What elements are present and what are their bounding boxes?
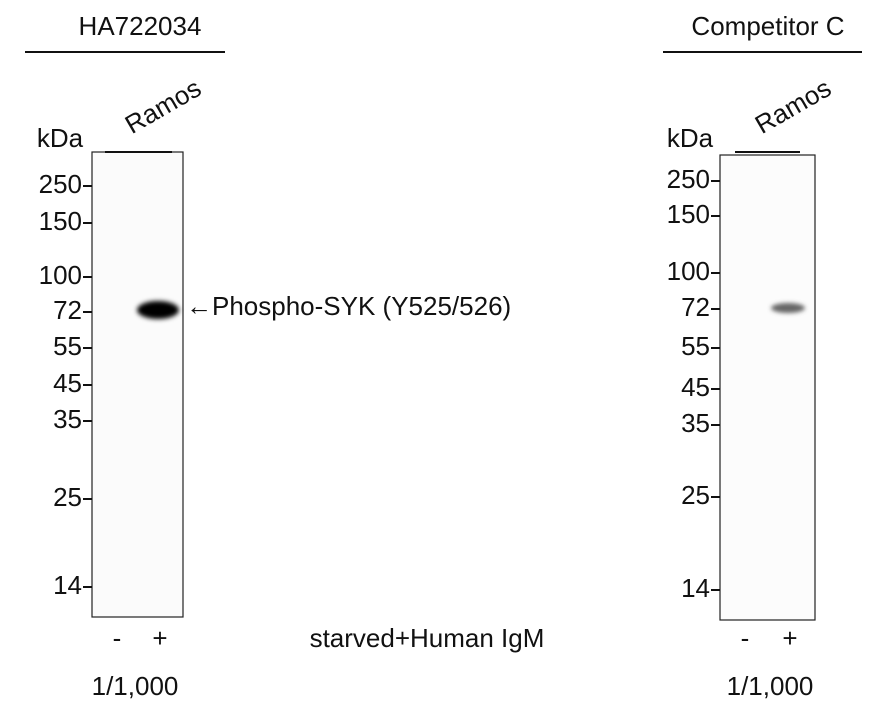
blot-membrane bbox=[91, 151, 184, 618]
unit-label: kDa bbox=[667, 123, 714, 153]
dilution: 1/1,000 bbox=[92, 671, 179, 701]
unit-label: kDa bbox=[37, 123, 84, 153]
lane-label: + bbox=[782, 623, 797, 653]
marker-label: 35 bbox=[53, 404, 82, 434]
marker-label: 25 bbox=[681, 480, 710, 510]
marker-label: 55 bbox=[53, 331, 82, 361]
marker-label: 35 bbox=[681, 408, 710, 438]
marker-label: 100 bbox=[39, 260, 82, 290]
band bbox=[771, 303, 805, 313]
marker-label: 25 bbox=[53, 482, 82, 512]
panel-title: HA722034 bbox=[79, 11, 202, 41]
marker-label: 250 bbox=[667, 164, 710, 194]
sample-label: Ramos bbox=[120, 73, 206, 140]
marker-label: 72 bbox=[53, 295, 82, 325]
dilution: 1/1,000 bbox=[727, 671, 814, 701]
blot-membrane bbox=[719, 154, 816, 621]
marker-label: 250 bbox=[39, 169, 82, 199]
marker-label: 45 bbox=[681, 372, 710, 402]
treatment-label: starved+Human IgM bbox=[310, 623, 545, 653]
marker-label: 14 bbox=[681, 573, 710, 603]
marker-label: 14 bbox=[53, 570, 82, 600]
lane-label: + bbox=[152, 623, 167, 653]
marker-label: 150 bbox=[667, 199, 710, 229]
marker-label: 45 bbox=[53, 368, 82, 398]
sample-label: Ramos bbox=[750, 73, 836, 140]
lane-label: - bbox=[741, 623, 750, 653]
band-label: ←Phospho-SYK (Y525/526) bbox=[186, 291, 511, 321]
panel-title: Competitor C bbox=[691, 11, 844, 41]
marker-label: 150 bbox=[39, 206, 82, 236]
lane-label: - bbox=[113, 623, 122, 653]
marker-label: 72 bbox=[681, 292, 710, 322]
band bbox=[137, 301, 179, 319]
marker-label: 100 bbox=[667, 256, 710, 286]
marker-label: 55 bbox=[681, 331, 710, 361]
